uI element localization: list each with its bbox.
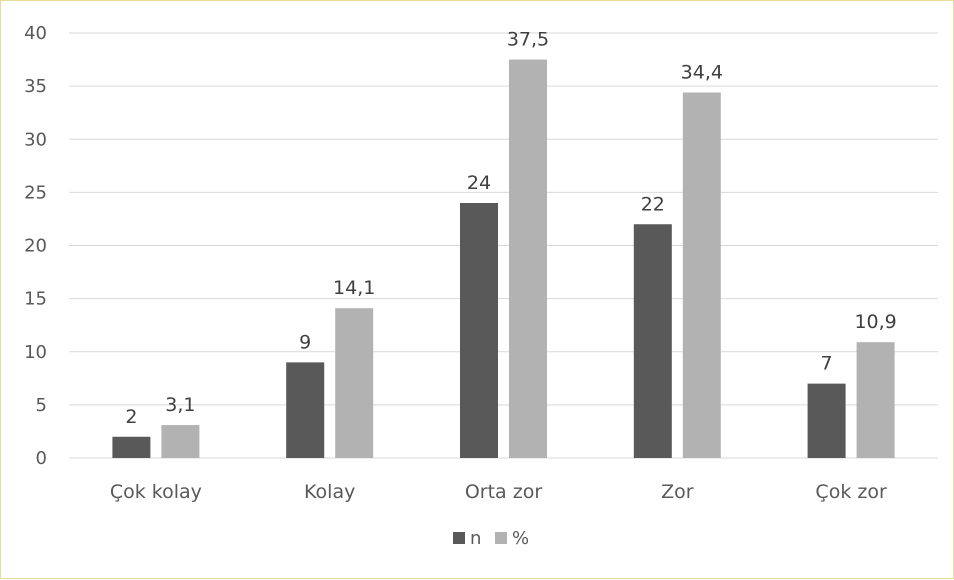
data-label: 2: [125, 406, 137, 428]
data-label: 22: [641, 193, 665, 215]
bar-n: [807, 383, 846, 458]
legend-label-percent: %: [512, 528, 529, 549]
bar-percent: [682, 92, 721, 458]
x-category-label: Kolay: [304, 481, 355, 503]
data-label: 9: [299, 331, 311, 353]
legend-swatch-n: [453, 532, 465, 544]
bar-n: [460, 203, 498, 458]
bar-percent: [335, 308, 374, 458]
data-label: 34,4: [681, 62, 723, 84]
data-label: 10,9: [854, 311, 896, 333]
bar-n: [112, 436, 151, 458]
x-category-label: Orta zor: [465, 481, 542, 503]
y-tick-label: 5: [36, 395, 47, 416]
y-tick-label: 40: [24, 23, 47, 44]
legend-label-n: n: [470, 528, 481, 549]
y-tick-label: 35: [24, 76, 47, 97]
x-category-label: Çok zor: [815, 481, 887, 503]
data-label: 3,1: [165, 394, 195, 416]
bar-n: [286, 362, 325, 458]
bar-percent: [509, 59, 547, 458]
y-tick-label: 15: [24, 289, 47, 310]
x-category-label: Çok kolay: [110, 481, 202, 503]
bar-percent: [161, 425, 200, 458]
y-tick-label: 0: [36, 448, 47, 469]
data-label: 24: [467, 172, 491, 194]
data-label: 37,5: [507, 29, 549, 51]
data-label: 7: [821, 353, 833, 375]
y-tick-label: 10: [24, 342, 47, 363]
x-category-label: Zor: [661, 481, 694, 503]
bar-n: [633, 224, 672, 458]
legend-swatch-percent: [495, 532, 507, 544]
data-label: 14,1: [333, 277, 375, 299]
bar-percent: [856, 342, 895, 458]
y-tick-label: 25: [24, 182, 47, 203]
y-tick-label: 30: [24, 129, 47, 150]
y-tick-label: 20: [24, 236, 47, 257]
